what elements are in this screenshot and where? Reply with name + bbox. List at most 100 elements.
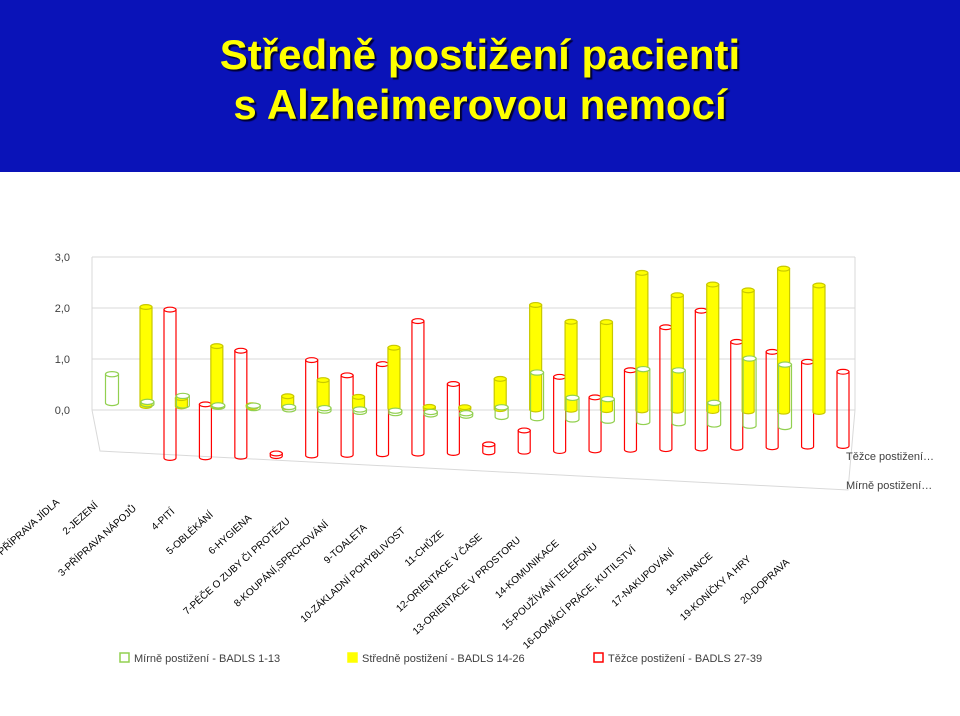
- bar-mild: [636, 365, 651, 426]
- bar-severe-body: [234, 350, 248, 460]
- bar-moderate: [529, 301, 543, 413]
- title-line-2: s Alzheimerovou nemocí: [233, 81, 727, 128]
- bar-moderate-top: [635, 269, 649, 276]
- bar-moderate-body: [139, 306, 153, 409]
- x-tick-label: 1-PŘÍPRAVA JÍDLA: [0, 495, 62, 563]
- bar-severe: [553, 373, 567, 455]
- bar-moderate-top: [139, 304, 153, 311]
- bar-severe: [446, 381, 460, 456]
- bar-moderate-top: [458, 404, 472, 411]
- bar-severe-body: [659, 326, 673, 453]
- series-depth-label: Mírně postižení…: [846, 480, 932, 492]
- bar-severe-body: [730, 341, 744, 451]
- bar-moderate-body: [564, 321, 578, 413]
- bar-mild-top: [246, 402, 261, 409]
- bar-severe: [694, 307, 708, 452]
- bar-moderate-top: [776, 265, 791, 272]
- bar-mild-body: [636, 368, 651, 426]
- legend-label: Mírně postižení - BADLS 1-13: [134, 653, 280, 665]
- bar-mild: [317, 404, 332, 414]
- bar-severe-top: [517, 427, 531, 434]
- bar-moderate: [776, 265, 791, 415]
- bar-mild-body: [529, 371, 545, 422]
- bar-severe-body: [517, 429, 531, 455]
- bar-mild: [282, 403, 297, 413]
- bar-moderate: [210, 343, 224, 410]
- bar-moderate-body: [706, 283, 720, 415]
- bar-mild: [600, 395, 615, 424]
- bar-severe-top: [553, 373, 567, 380]
- bar-mild-body: [317, 407, 332, 414]
- bar-mild-top: [494, 404, 509, 411]
- bar-moderate: [599, 319, 614, 414]
- bar-mild-top: [211, 402, 226, 409]
- bar-mild-top: [423, 408, 438, 416]
- bar-moderate-top: [422, 403, 436, 410]
- bar-moderate-body: [776, 268, 791, 415]
- bar-mild: [707, 399, 722, 428]
- bar-severe-top: [588, 394, 602, 401]
- bar-moderate-top: [351, 393, 366, 400]
- legend-swatch: [593, 652, 604, 663]
- bar-severe: [765, 348, 779, 451]
- bar-mild: [388, 407, 403, 417]
- bar-mild-body: [175, 395, 190, 409]
- bar-mild-body: [246, 405, 261, 412]
- bar-mild: [777, 361, 793, 431]
- bar-severe: [800, 358, 815, 450]
- bar-moderate-top: [529, 301, 543, 308]
- bar-mild-body: [423, 411, 438, 418]
- x-tick-label: 3-PŘÍPRAVA NÁPOJŮ: [55, 502, 139, 579]
- bar-severe-body: [553, 376, 567, 455]
- bar-moderate: [564, 318, 578, 413]
- bar-moderate-top: [316, 377, 330, 384]
- legend: Mírně postižení - BADLS 1-13 Středně post…: [119, 652, 762, 665]
- bar-severe-top: [269, 450, 283, 457]
- bar-moderate-body: [741, 289, 755, 415]
- bar-severe-top: [411, 318, 425, 325]
- bar-severe: [269, 450, 283, 460]
- bar-severe-top: [340, 372, 354, 379]
- bar-mild-body: [742, 357, 757, 429]
- bar-severe-top: [800, 358, 815, 365]
- plot-area-background: [0, 172, 960, 716]
- bar-mild-top: [104, 371, 120, 378]
- bar-severe: [588, 394, 602, 454]
- bar-mild: [104, 371, 120, 407]
- bar-moderate: [670, 292, 684, 414]
- bar-severe: [340, 372, 354, 458]
- legend-label: Těžce postižení - BADLS 27-39: [608, 653, 762, 665]
- bar-severe-body: [694, 310, 708, 452]
- bar-moderate: [812, 282, 826, 415]
- bar-mild: [423, 408, 438, 418]
- bar-severe-top: [836, 368, 850, 375]
- bar-severe-body: [269, 452, 283, 460]
- bar-mild-top: [529, 369, 545, 376]
- bar-severe-top: [446, 381, 460, 388]
- bar-moderate-body: [210, 345, 224, 410]
- bar-mild-top: [600, 395, 615, 403]
- bar-mild-top: [459, 410, 474, 417]
- legend-label: Středně postižení - BADLS 14-26: [362, 653, 525, 665]
- bar-severe-body: [446, 383, 460, 456]
- x-tick-label: 2-JEZENÍ: [60, 499, 101, 538]
- bar-severe-top: [305, 357, 319, 364]
- bar-moderate-body: [670, 294, 684, 414]
- bar-mild: [494, 404, 509, 421]
- bar-mild: [671, 367, 686, 427]
- x-tick-label: 4-PITÍ: [148, 505, 177, 533]
- bar-mild-top: [352, 406, 368, 413]
- bar-mild-body: [388, 410, 403, 417]
- bar-mild-top: [388, 407, 403, 414]
- bar-mild-top: [707, 399, 722, 407]
- bar-moderate-top: [387, 344, 401, 351]
- bar-mild-top: [636, 365, 651, 373]
- x-tick-label: 19-KONÍČKY A HRY: [677, 552, 754, 623]
- bar-mild: [211, 402, 226, 410]
- bar-severe-top: [163, 306, 177, 313]
- bar-mild: [459, 410, 474, 419]
- bar-moderate-body: [812, 284, 826, 415]
- bar-moderate: [139, 304, 153, 409]
- bar-mild-body: [671, 369, 686, 427]
